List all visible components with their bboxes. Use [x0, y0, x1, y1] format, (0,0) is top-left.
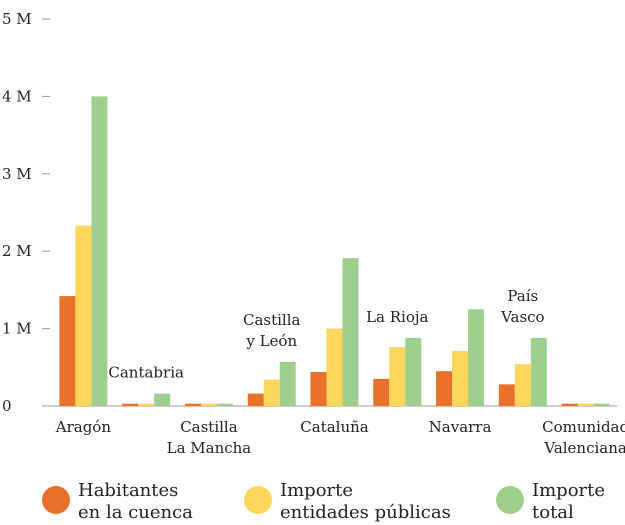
- y-tick-label: 3 M: [2, 165, 32, 183]
- bar: [184, 403, 201, 406]
- x-tick-label: La Rioja: [366, 308, 428, 326]
- x-tick-label: Castilla La Mancha: [167, 418, 252, 457]
- bar: [216, 403, 233, 406]
- bar: [452, 351, 469, 406]
- x-tick-label: Aragón: [55, 418, 112, 436]
- text-line: Aragón: [55, 418, 112, 436]
- text-line: y León: [245, 332, 297, 350]
- bar: [405, 337, 422, 406]
- text-line: Vasco: [500, 308, 545, 326]
- x-tick-label: País Vasco: [500, 287, 545, 326]
- text-line: total: [532, 502, 574, 523]
- bar: [310, 371, 327, 406]
- bar: [247, 393, 264, 406]
- legend-label: Importe total: [532, 480, 605, 523]
- text-line: Cantabria: [108, 364, 184, 382]
- bar: [200, 403, 217, 406]
- bar: [122, 403, 139, 406]
- text-line: Importe: [280, 480, 353, 501]
- bar: [436, 371, 453, 406]
- legend-label: Importe entidades públicas: [280, 480, 451, 523]
- bar: [561, 403, 578, 406]
- bar: [59, 296, 76, 406]
- text-line: Navarra: [429, 418, 492, 436]
- bar: [577, 403, 594, 406]
- text-line: Habitantes: [78, 480, 178, 501]
- bar: [263, 379, 280, 406]
- text-line: en la cuenca: [78, 502, 193, 523]
- bar: [75, 225, 92, 406]
- x-tick-label: Cataluña: [300, 418, 369, 436]
- bar: [530, 337, 547, 406]
- text-line: Castilla: [180, 418, 238, 436]
- bar: [498, 384, 515, 406]
- y-tick-label: 2 M: [2, 242, 32, 260]
- text-line: La Rioja: [366, 308, 428, 326]
- bar: [593, 403, 610, 406]
- text-line: País: [507, 287, 538, 305]
- text-line: Importe: [532, 480, 605, 501]
- y-tick-label: 5 M: [2, 10, 32, 28]
- bar: [468, 309, 485, 406]
- text-line: Valenciana: [543, 439, 625, 457]
- bar: [138, 403, 155, 406]
- x-tick-label: Castilla y León: [243, 311, 301, 350]
- bar: [373, 378, 390, 406]
- x-tick-label: Navarra: [429, 418, 492, 436]
- bar: [326, 328, 343, 406]
- bar: [514, 364, 531, 406]
- x-tick-label: Comunidad Valenciana: [542, 418, 625, 457]
- bar: [342, 258, 359, 406]
- x-tick-label: Cantabria: [108, 364, 184, 382]
- legend-swatch: [42, 486, 70, 514]
- bar: [154, 393, 171, 406]
- bar: [279, 361, 296, 406]
- legend-swatch: [496, 486, 524, 514]
- text-line: La Mancha: [167, 439, 252, 457]
- bar: [91, 96, 108, 407]
- legend-label: Habitantes en la cuenca: [78, 480, 193, 523]
- text-line: Castilla: [243, 311, 301, 329]
- text-line: Cataluña: [300, 418, 369, 436]
- y-tick-label: 4 M: [2, 87, 32, 105]
- text-line: Comunidad: [542, 418, 625, 436]
- text-line: entidades públicas: [280, 502, 451, 523]
- y-tick-label: 1 M: [2, 320, 32, 338]
- y-tick-label: 0: [2, 397, 12, 415]
- legend-swatch: [244, 486, 272, 514]
- bar: [389, 347, 406, 406]
